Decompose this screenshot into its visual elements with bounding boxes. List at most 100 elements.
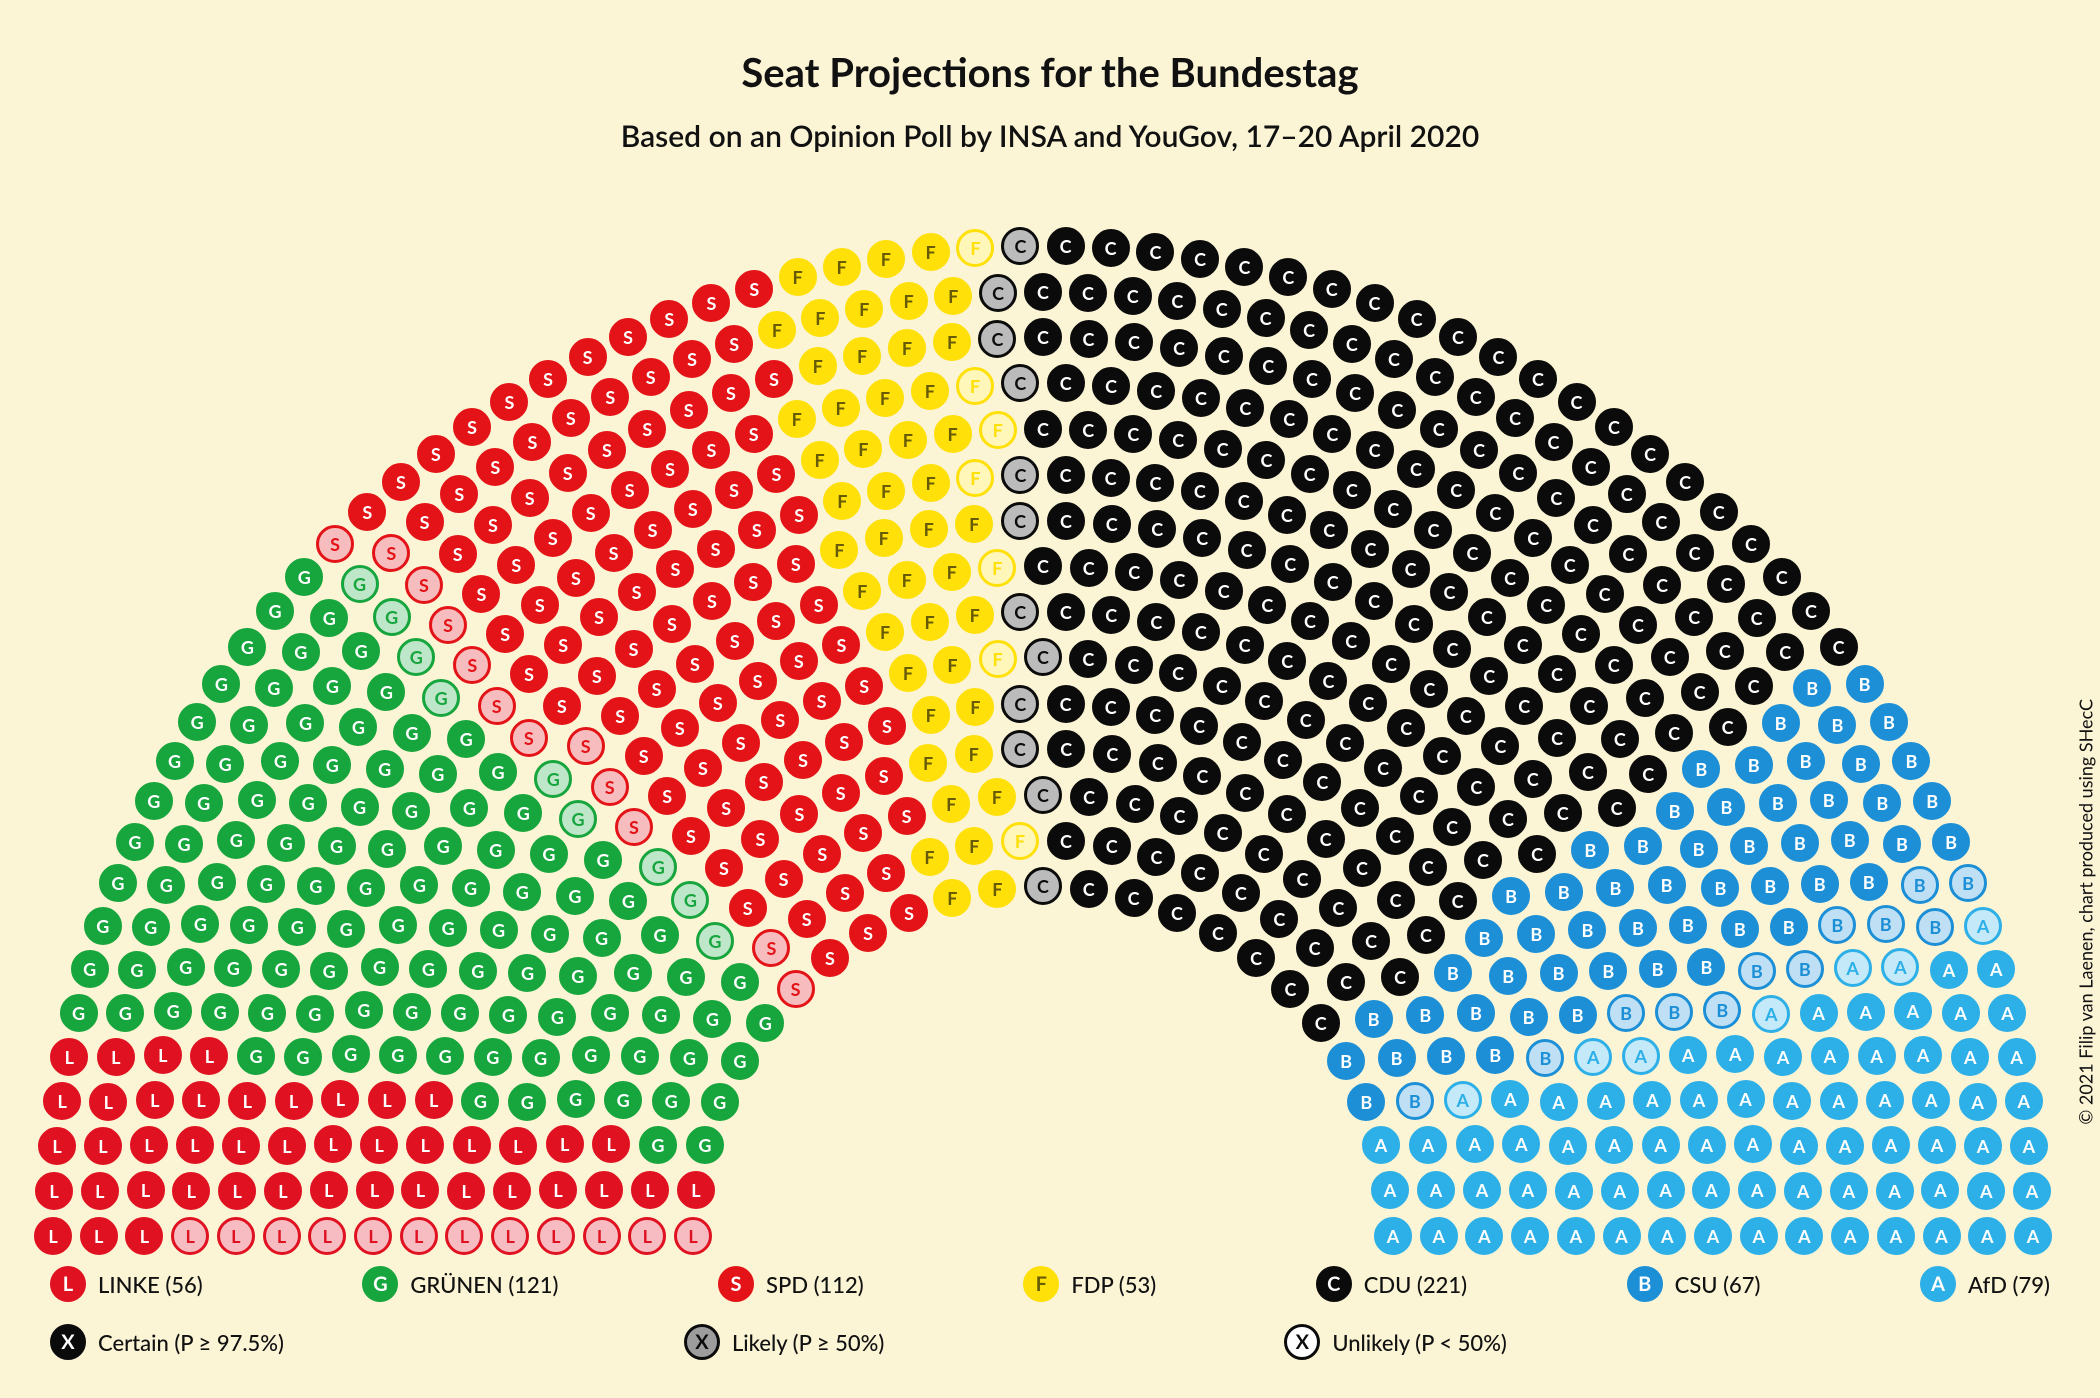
seat-fdp: F (933, 323, 971, 361)
seat-cdu: C (1675, 598, 1713, 636)
seat-spd: S (406, 503, 444, 541)
seat-fdp: F (801, 441, 839, 479)
seat-fdp: F (912, 464, 950, 502)
seat-afd: A (1502, 1125, 1540, 1163)
seat-linke: L (631, 1171, 669, 1209)
seat-cdu: C (1001, 456, 1039, 494)
seat-cdu: C (1626, 679, 1664, 717)
seat-gruenen: G (508, 954, 546, 992)
seat-spd: S (849, 914, 887, 952)
seat-gruenen: G (341, 788, 379, 826)
seat-cdu: C (1309, 662, 1347, 700)
legend-item-csu: BCSU (67) (1627, 1266, 1761, 1302)
seat-cdu: C (1651, 638, 1689, 676)
seat-gruenen: G (132, 908, 170, 946)
seat-gruenen: G (504, 794, 542, 832)
seat-gruenen: G (392, 792, 430, 830)
seat-spd: S (784, 741, 822, 779)
seat-afd: A (1595, 1126, 1633, 1164)
seat-afd: A (1918, 1126, 1956, 1164)
seat-cdu: C (1001, 227, 1039, 265)
seat-gruenen: G (474, 1038, 512, 1076)
seat-cdu: C (1332, 622, 1370, 660)
seat-cdu: C (1138, 510, 1176, 548)
seat-linke: L (493, 1172, 531, 1210)
seat-fdp: F (867, 240, 905, 278)
seat-afd: A (1601, 1172, 1639, 1210)
seat-linke: L (127, 1171, 165, 1209)
seat-spd: S (868, 707, 906, 745)
seat-cdu: C (1047, 456, 1085, 494)
seat-cdu: C (1136, 464, 1174, 502)
seat-fdp: F (978, 549, 1016, 587)
seat-spd: S (822, 626, 860, 664)
seat-cdu: C (1158, 894, 1196, 932)
seat-afd: A (1648, 1217, 1686, 1255)
seat-cdu: C (1433, 630, 1471, 668)
seat-gruenen: G (479, 753, 517, 791)
seat-gruenen: G (686, 1126, 724, 1164)
seat-cdu: C (1460, 431, 1498, 469)
seat-linke: L (222, 1127, 260, 1165)
seat-cdu: C (1024, 410, 1062, 448)
seat-gruenen: G (670, 1039, 708, 1077)
seat-afd: A (1374, 1217, 1412, 1255)
seat-gruenen: G (118, 951, 156, 989)
seat-gruenen: G (572, 1036, 610, 1074)
seat-afd: A (1826, 1127, 1864, 1165)
seat-csu: B (1568, 911, 1606, 949)
seat-gruenen: G (313, 746, 351, 784)
seat-cdu: C (1313, 270, 1351, 308)
seat-fdp: F (909, 744, 947, 782)
seat-linke: L (308, 1217, 346, 1255)
seat-cdu: C (1491, 559, 1529, 597)
seat-linke: L (125, 1217, 163, 1255)
seat-csu: B (1781, 824, 1819, 862)
seat-spd: S (672, 817, 710, 855)
seat-linke: L (38, 1127, 76, 1165)
seat-gruenen: G (297, 867, 335, 905)
seat-cdu: C (1595, 408, 1633, 446)
seat-gruenen: G (198, 863, 236, 901)
seat-afd: A (1727, 1080, 1765, 1118)
seat-afd: A (1642, 1126, 1680, 1164)
seat-fdp: F (956, 596, 994, 634)
seat-cdu: C (1374, 490, 1412, 528)
seat-linke: L (583, 1217, 621, 1255)
seat-linke: L (275, 1082, 313, 1120)
legend-prob-certain: XCertain (P ≥ 97.5%) (50, 1324, 284, 1360)
seat-fdp: F (911, 603, 949, 641)
seat-fdp: F (912, 233, 950, 271)
seat-spd: S (316, 525, 354, 563)
seat-gruenen: G (255, 669, 293, 707)
seat-afd: A (1904, 1036, 1942, 1074)
seat-afd: A (1847, 993, 1885, 1031)
seat-linke: L (445, 1217, 483, 1255)
seat-spd: S (822, 774, 860, 812)
seat-csu: B (1680, 830, 1718, 868)
seat-spd: S (348, 493, 386, 531)
seat-spd: S (729, 889, 767, 927)
seat-cdu: C (1376, 817, 1414, 855)
seat-linke: L (674, 1217, 712, 1255)
seat-linke: L (499, 1127, 537, 1165)
seat-cdu: C (1270, 400, 1308, 438)
seat-linke: L (268, 1127, 306, 1165)
seat-spd: S (634, 511, 672, 549)
seat-gruenen: G (642, 996, 680, 1034)
seat-cdu: C (1468, 598, 1506, 636)
seat-fdp: F (779, 258, 817, 296)
seat-cdu: C (1375, 340, 1413, 378)
seat-linke: L (401, 1171, 439, 1209)
seat-afd: A (1444, 1081, 1482, 1119)
seat-afd: A (1967, 1172, 2005, 1210)
seat-cdu: C (1527, 586, 1565, 624)
seat-spd: S (676, 645, 714, 683)
seat-cdu: C (1609, 535, 1647, 573)
seat-fdp: F (955, 827, 993, 865)
seat-spd: S (761, 701, 799, 739)
seat-gruenen: G (639, 848, 677, 886)
seat-cdu: C (1303, 763, 1341, 801)
seat-fdp: F (820, 531, 858, 569)
legend-label: SPD (112) (766, 1271, 864, 1298)
